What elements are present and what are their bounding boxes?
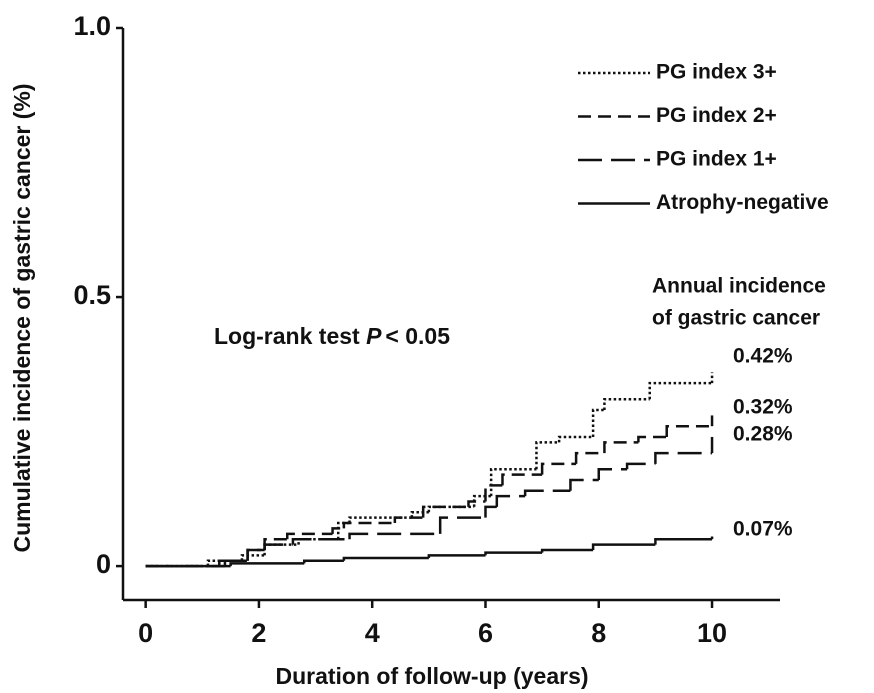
step-segment (495, 494, 526, 507)
step-segment (438, 516, 486, 534)
step-segment (472, 494, 492, 507)
step-segment (286, 532, 333, 540)
step-segment (535, 441, 560, 470)
y-axis-title: Cumulative incidence of gastric cancer (… (9, 83, 35, 552)
step-segment (302, 559, 344, 564)
step-segment (484, 484, 503, 502)
step-segment (263, 543, 293, 550)
step-segment (393, 516, 424, 524)
step-segment (223, 559, 248, 567)
step-segment (427, 554, 486, 559)
step-segment (557, 435, 594, 443)
legend-label: PG index 1+ (656, 148, 777, 171)
legend-label: Atrophy-negative (656, 191, 829, 214)
step-segment (342, 556, 429, 561)
x-tick-label: 6 (478, 618, 493, 648)
y-tick-label: 0 (96, 549, 111, 579)
x-axis-title: Duration of follow-up (years) (275, 663, 588, 689)
step-segment (648, 381, 713, 400)
step-segment (665, 424, 713, 437)
step-segment (484, 551, 543, 556)
step-segment (484, 505, 497, 518)
x-tick-label: 10 (697, 618, 727, 648)
x-tick-label: 8 (591, 618, 606, 648)
step-segment (206, 559, 242, 567)
test-prefix: Log-rank test (214, 323, 360, 349)
step-segment (540, 462, 577, 475)
x-tick-label: 4 (365, 618, 380, 648)
y-tick-label: 0.5 (73, 280, 111, 310)
step-segment (501, 473, 543, 486)
step-segment (540, 548, 594, 553)
step-segment (603, 398, 650, 411)
incidence-label: 0.32% (733, 396, 793, 419)
incidence-header: of gastric cancer (652, 307, 820, 330)
incidence-header: Annual incidence (652, 275, 826, 298)
legend-label: PG index 3+ (656, 61, 777, 84)
step-segment (603, 441, 639, 454)
step-segment (348, 532, 441, 540)
step-segment (331, 527, 344, 534)
step-segment (240, 554, 265, 561)
step-segment (597, 467, 628, 481)
step-segment (342, 521, 395, 529)
step-segment (421, 505, 469, 518)
step-segment (654, 451, 713, 464)
step-segment (637, 435, 667, 443)
test-italic: P (366, 323, 382, 349)
x-tick-label: 0 (138, 618, 153, 648)
step-segment (569, 478, 599, 491)
legend-label: PG index 2+ (656, 104, 777, 127)
step-segment (246, 548, 265, 561)
step-segment (591, 543, 656, 550)
step-segment (336, 521, 350, 540)
step-segment (625, 462, 656, 470)
step-segment (654, 537, 713, 545)
incidence-label: 0.07% (733, 518, 793, 541)
step-segment (263, 543, 299, 556)
step-segment (489, 467, 537, 497)
step-segment (229, 562, 305, 567)
step-segment (591, 408, 605, 437)
step-segment (348, 516, 412, 524)
test-text: Log-rank test P < 0.05 (214, 323, 450, 349)
step-segment (523, 489, 571, 497)
incidence-label: 0.42% (733, 345, 793, 368)
incidence-label: 0.28% (733, 423, 793, 446)
test-suffix: < 0.05 (385, 323, 450, 349)
step-segment (574, 451, 605, 464)
y-tick-label: 1.0 (73, 11, 111, 41)
step-segment (467, 500, 486, 507)
step-segment (291, 537, 350, 545)
x-tick-label: 2 (251, 618, 266, 648)
